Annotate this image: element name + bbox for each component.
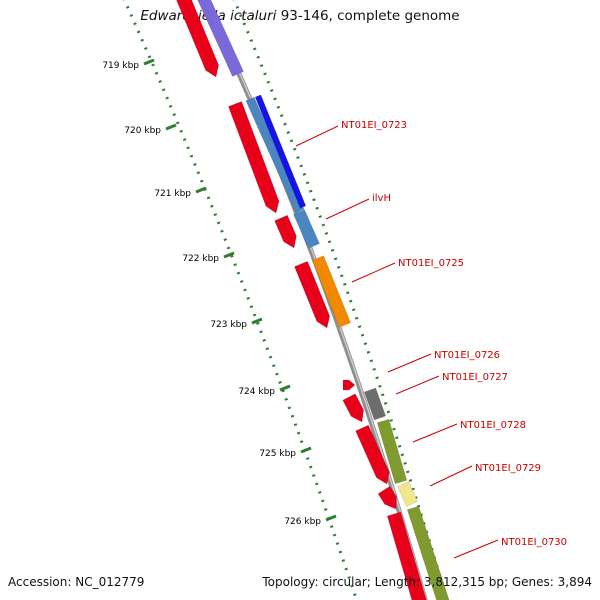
blue-band-0723: [254, 94, 307, 209]
ruler-tick: [223, 251, 235, 259]
ruler-tick: [165, 123, 177, 131]
khaki-band-0729: [397, 481, 418, 507]
ruler-tick-label: 725 kbp: [259, 449, 296, 459]
orange-band-0725: [312, 255, 351, 328]
cds-arrow-0728: [355, 424, 390, 485]
feature-label: NT01EI_0723: [341, 120, 407, 131]
ruler-tick-label: 723 kbp: [210, 320, 247, 330]
kbp-ruler: 719 kbp 720 kbp 721 kbp 722 kbp 723 kbp 724 k…: [102, 0, 449, 600]
cds-arrow-ilvH: [274, 214, 297, 249]
cds-arrow-0723: [228, 101, 280, 214]
blue-band-0723-inner: [245, 96, 305, 214]
cds-arrow-0729: [377, 485, 397, 510]
cds-arrow-0730: [386, 511, 427, 600]
ruler-dots-left: [122, 0, 359, 600]
cds-arrow-0727: [342, 393, 364, 423]
label-leader-line: [395, 375, 440, 395]
cds-arrow-0725: [294, 261, 331, 329]
ruler-tick-label: 726 kbp: [284, 517, 321, 527]
label-leader-line: [429, 465, 473, 487]
label-leader-line: [412, 423, 458, 443]
ruler-tick-label: 720 kbp: [124, 126, 161, 136]
feature-label: NT01EI_0729: [475, 463, 541, 474]
cds-arrow-0726: [342, 379, 356, 391]
label-leader-line: [387, 353, 432, 373]
feature-label: NT01EI_0726: [434, 350, 500, 361]
label-leader-line: [325, 198, 370, 220]
ruler-tick-label: 719 kbp: [102, 61, 139, 71]
label-leader-line: [351, 262, 396, 283]
feature-label: NT01EI_0725: [398, 258, 464, 269]
accession-text: Accession: NC_012779: [8, 575, 145, 589]
feature-label: NT01EI_0728: [460, 420, 526, 431]
label-leader-line: [453, 539, 499, 559]
feature-label: NT01EI_0730: [501, 537, 567, 548]
cds-arrow-pre-a: [176, 0, 219, 78]
purple-band-pre-a: [197, 0, 244, 77]
label-leader-line: [295, 125, 339, 147]
ruler-tick-label: 721 kbp: [154, 189, 191, 199]
ruler-tick: [195, 186, 207, 194]
feature-label: ilvH: [372, 193, 391, 204]
feature-track: [176, 0, 450, 600]
ruler-tick-label: 722 kbp: [182, 254, 219, 264]
ruler-tick: [300, 446, 312, 454]
ruler-tick: [143, 58, 155, 66]
ruler-tick: [325, 514, 337, 522]
ruler-tick: [279, 384, 291, 392]
olive-band-0728: [376, 418, 408, 485]
feature-labels: NT01EI_0723 ilvH NT01EI_0725 NT01EI_0726 NT0…: [295, 120, 567, 559]
genome-summary: Topology: circular; Length: 3,812,315 bp…: [262, 575, 592, 589]
feature-label: NT01EI_0727: [442, 372, 508, 383]
steelblue-band-ilvH: [293, 209, 320, 249]
gray-band-0727: [363, 387, 387, 421]
title-suffix: 93-146, complete genome: [276, 8, 460, 24]
ruler-tick-label: 724 kbp: [238, 387, 275, 397]
olive-band-0730: [406, 505, 450, 600]
ruler-tick: [251, 317, 263, 325]
